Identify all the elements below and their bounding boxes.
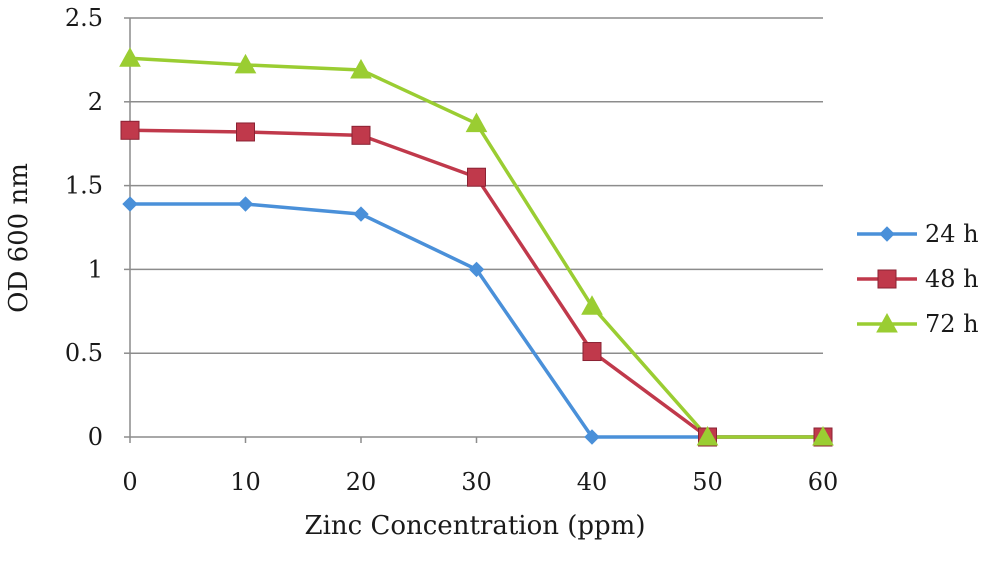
data-point-series-0 <box>122 196 138 212</box>
x-tick-label: 50 <box>692 468 723 496</box>
y-tick-label: 0 <box>88 423 103 451</box>
data-point-series-1 <box>467 167 486 187</box>
data-point-series-2 <box>465 112 488 133</box>
data-point-series-0 <box>468 261 485 278</box>
tick-labels: 0 0.5 1 1.5 2 2.5 0 10 20 30 40 50 60 <box>65 4 838 496</box>
x-tick-label: 30 <box>461 468 492 496</box>
data-point-series-0 <box>237 196 254 212</box>
data-point-series-0 <box>584 429 600 445</box>
x-tick-label: 0 <box>122 468 137 496</box>
data-point-series-2 <box>581 295 603 315</box>
y-tick-label: 2.5 <box>65 4 103 32</box>
legend-marker-0 <box>879 226 895 242</box>
legend-label: 24 h <box>925 220 979 248</box>
y-tick-label: 2 <box>88 88 103 116</box>
y-axis-title: OD 600 nm <box>4 163 34 313</box>
y-tick-label: 1.5 <box>65 172 103 200</box>
data-point-series-1 <box>120 120 140 140</box>
x-tick-label: 40 <box>577 468 608 496</box>
series-markers <box>119 47 834 447</box>
data-point-series-2 <box>234 53 257 74</box>
x-axis-title: Zinc Concentration (ppm) <box>305 511 646 541</box>
axes <box>124 17 824 443</box>
data-point-series-2 <box>696 425 719 446</box>
data-point-series-1 <box>236 122 255 142</box>
data-point-series-2 <box>119 47 141 67</box>
legend: 24 h 48 h 72 h <box>857 220 979 338</box>
data-point-series-0 <box>353 206 369 222</box>
data-point-series-1 <box>351 125 371 145</box>
x-tick-label: 10 <box>230 468 261 496</box>
data-point-series-1 <box>582 342 602 362</box>
series-line-0 <box>130 202 823 439</box>
y-tick-label: 0.5 <box>65 339 103 367</box>
x-tick-label: 60 <box>808 468 839 496</box>
data-point-series-2 <box>350 58 372 79</box>
legend-label: 72 h <box>925 310 979 338</box>
legend-marker-2 <box>876 312 898 333</box>
legend-marker-1 <box>877 269 897 289</box>
legend-label: 48 h <box>925 265 979 293</box>
x-tick-label: 20 <box>346 468 377 496</box>
y-tick-label: 1 <box>88 255 103 283</box>
data-point-series-2 <box>812 425 834 446</box>
